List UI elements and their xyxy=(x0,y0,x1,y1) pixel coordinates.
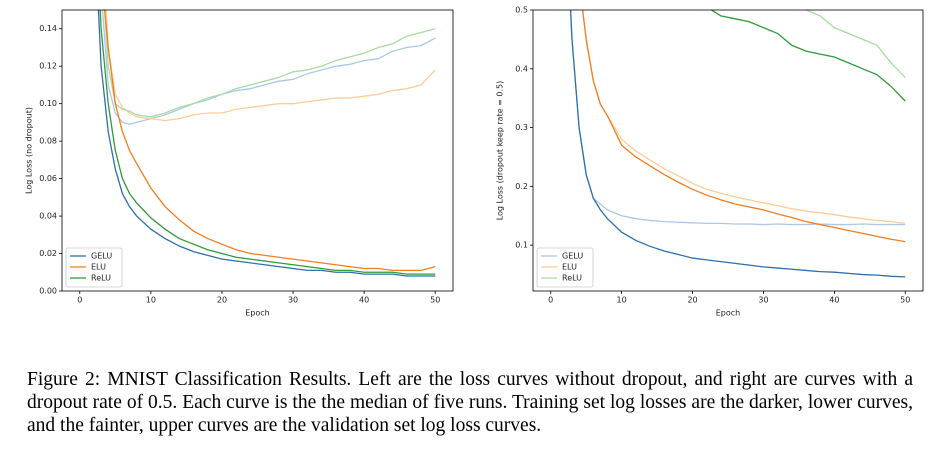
series-line xyxy=(104,10,436,272)
series-line xyxy=(104,10,436,118)
y-tick-label: 0.08 xyxy=(39,137,57,146)
series-line xyxy=(710,10,906,102)
x-tick-label: 20 xyxy=(687,296,697,305)
y-tick-label: 0.10 xyxy=(39,99,57,108)
y-tick-label: 0.04 xyxy=(39,212,57,221)
y-tick-label: 0.12 xyxy=(39,62,57,71)
legend-box xyxy=(65,247,123,288)
plot-frame xyxy=(532,9,924,292)
legend-label: ReLU xyxy=(91,274,111,283)
x-tick-label: 10 xyxy=(617,296,627,305)
series-line xyxy=(99,10,436,275)
x-tick-label: 10 xyxy=(146,296,156,305)
series-line xyxy=(101,10,436,125)
x-tick-label: 0 xyxy=(548,296,553,305)
y-axis-label: Log Loss (dropout keep rate = 0.5) xyxy=(496,81,505,221)
x-axis-label: Epoch xyxy=(716,309,741,318)
x-tick-label: 40 xyxy=(829,296,839,305)
legend-label: ELU xyxy=(91,263,106,272)
y-tick-label: 0.5 xyxy=(515,6,528,15)
legend-box xyxy=(536,247,594,288)
caption: Figure 2: MNIST Classification Results. … xyxy=(27,369,913,436)
series-line xyxy=(581,10,906,225)
x-tick-label: 20 xyxy=(217,296,227,305)
series-line xyxy=(105,10,436,122)
y-tick-label: 0.14 xyxy=(39,24,57,33)
legend-label: GELU xyxy=(91,252,112,261)
x-tick-label: 0 xyxy=(77,296,82,305)
figure: 0 10 20 30 40 500.000.020.040.060.080.100.120… xyxy=(25,6,924,318)
x-tick-label: 40 xyxy=(359,296,369,305)
y-tick-label: 0.06 xyxy=(39,174,57,183)
legend-label: ELU xyxy=(562,263,577,272)
y-tick-label: 0.02 xyxy=(39,249,57,258)
y-tick-label: 0.00 xyxy=(39,287,57,296)
series-line xyxy=(569,10,906,278)
series-line xyxy=(97,10,436,277)
x-axis-label: Epoch xyxy=(245,309,270,318)
series-line xyxy=(804,10,906,79)
x-tick-label: 30 xyxy=(758,296,768,305)
series-line xyxy=(569,10,906,226)
x-tick-label: 30 xyxy=(288,296,298,305)
y-tick-label: 0.3 xyxy=(515,123,528,132)
y-axis-label: Log Loss (no dropout) xyxy=(25,107,34,194)
y-tick-label: 0.1 xyxy=(515,241,528,250)
series-line xyxy=(581,10,906,243)
y-tick-label: 0.2 xyxy=(515,182,528,191)
y-tick-label: 0.4 xyxy=(515,64,528,73)
x-tick-label: 50 xyxy=(430,296,440,305)
legend-label: ReLU xyxy=(562,274,582,283)
x-tick-label: 50 xyxy=(900,296,910,305)
plot-frame xyxy=(61,9,454,292)
legend-label: GELU xyxy=(562,252,583,261)
